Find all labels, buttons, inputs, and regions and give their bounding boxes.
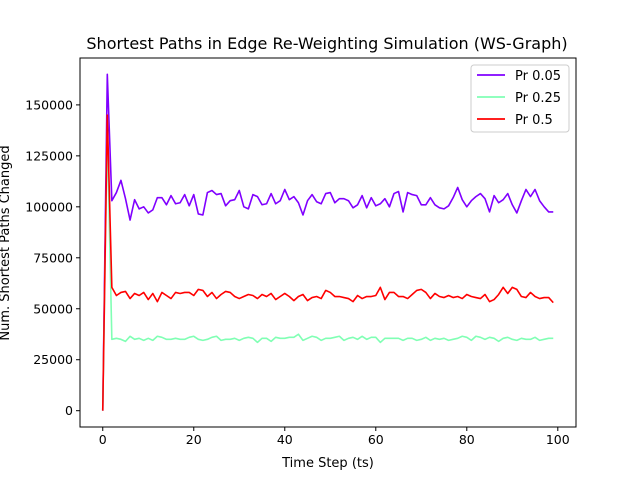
legend-label-1: Pr 0.25 [515,91,561,106]
legend-box [470,64,570,133]
series-line-1 [101,128,554,411]
x-tick-label: 100 [546,432,570,447]
x-tick-label: 0 [99,432,107,447]
legend-label-2: Pr 0.5 [515,113,553,128]
y-axis-ticks: 0 25000 50000 75000 100000 125000 150000 [25,97,80,418]
y-tick-label: 50000 [33,301,73,316]
plot-frame [79,57,577,428]
chart-title: Shortest Paths in Edge Re-Weighting Simu… [86,34,567,53]
series-line-0 [101,73,554,411]
series-line-2 [101,114,554,411]
x-tick-label: 20 [186,432,202,447]
y-tick-label: 150000 [25,97,73,112]
x-tick-label: 40 [277,432,293,447]
y-tick-label: 125000 [25,148,73,163]
x-axis-label: Time Step (ts) [281,456,374,471]
x-tick-label: 80 [459,432,475,447]
plot-lines [101,73,554,411]
y-tick-label: 75000 [33,250,73,265]
x-axis-ticks: 0 20 40 60 80 100 [99,427,570,447]
y-tick-label: 0 [65,403,73,418]
x-tick-label: 60 [368,432,384,447]
y-tick-label: 100000 [25,199,73,214]
y-axis-label: Num. Shortest Paths Changed [0,145,13,340]
legend-label-0: Pr 0.05 [515,69,561,84]
y-tick-label: 25000 [33,352,73,367]
legend: Pr 0.05 Pr 0.25 Pr 0.5 [470,64,570,133]
